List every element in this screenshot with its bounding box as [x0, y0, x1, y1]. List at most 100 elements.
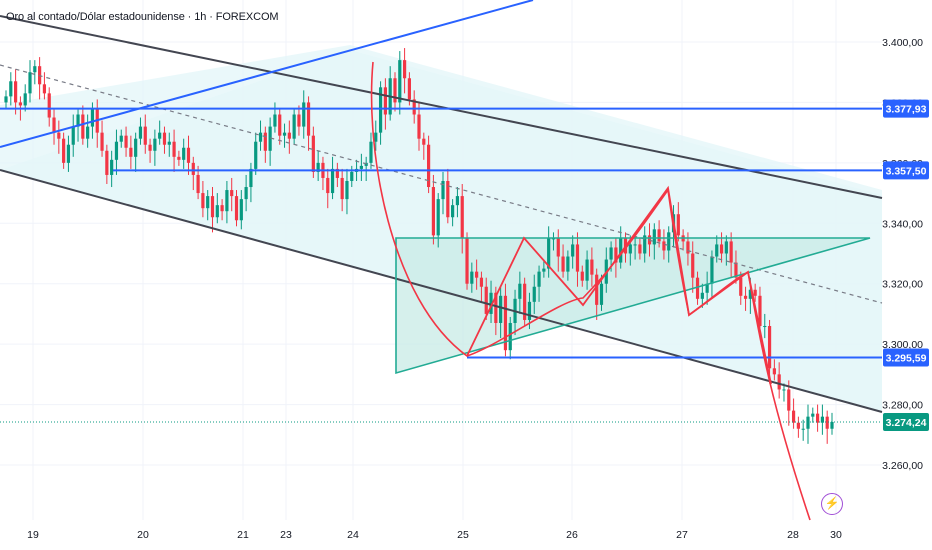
candle-body — [359, 165, 363, 169]
price-label-text: 3.274,24 — [886, 417, 927, 429]
candle-body — [551, 238, 556, 240]
candle-body — [234, 196, 239, 221]
candle-body — [18, 102, 23, 106]
candle-body — [657, 229, 661, 242]
candle-body — [772, 368, 776, 375]
price-label-text: 3.377,93 — [886, 104, 927, 116]
candle-body — [129, 147, 133, 157]
candle-body — [330, 168, 335, 194]
candle-body — [791, 410, 796, 423]
candle-body — [378, 87, 383, 133]
candle-body — [258, 132, 263, 142]
candle-body — [210, 196, 215, 218]
candle-body — [633, 244, 637, 246]
time-axis: 19 20 21 23 24 25 26 27 28 30 — [27, 529, 842, 541]
candle-body — [532, 286, 536, 302]
candle-body — [724, 241, 728, 254]
candle-body — [287, 132, 291, 139]
x-tick-label: 27 — [676, 529, 688, 541]
candle-body — [47, 93, 51, 118]
candle-body — [100, 132, 104, 151]
price-label-box — [883, 412, 929, 431]
price-label-text: 3.295,59 — [886, 352, 927, 364]
alert-bolt-icon[interactable]: ⚡ — [821, 493, 843, 515]
y-tick-label: 3.260,00 — [882, 460, 923, 472]
y-tick-label: 3.400,00 — [882, 37, 923, 49]
candle-body — [494, 292, 498, 323]
candle-body — [81, 114, 85, 139]
candle-body — [734, 262, 738, 278]
candle-body — [595, 274, 599, 305]
blue-trend-line — [0, 0, 534, 148]
candle-body — [167, 141, 171, 145]
candle-body — [71, 126, 75, 145]
candle-body — [753, 289, 757, 296]
candle-body — [527, 301, 532, 320]
candle-body — [427, 144, 431, 188]
candle-body — [417, 114, 421, 139]
candle-body — [148, 144, 152, 151]
chart-title: Oro al contado/Dólar estadounidense · 1h… — [6, 11, 279, 23]
price-label-box — [883, 348, 929, 367]
candle-body — [374, 132, 378, 142]
chart-drawings-foreground — [0, 0, 883, 521]
candle-body — [575, 244, 580, 272]
candle-body — [695, 277, 700, 299]
candle-body — [316, 162, 320, 172]
candle-body — [614, 247, 618, 263]
candle-body — [340, 177, 344, 200]
candle-body — [297, 114, 301, 127]
candle-body — [767, 326, 772, 369]
candles — [4, 48, 834, 444]
candle-body — [719, 244, 724, 254]
candle-body — [230, 190, 234, 197]
candle-body — [815, 413, 820, 423]
x-tick-label: 24 — [347, 529, 359, 541]
candle-body — [383, 87, 387, 115]
candle-body — [777, 374, 781, 390]
candle-body — [825, 416, 829, 429]
candle-body — [556, 238, 560, 257]
candle-body — [345, 180, 349, 200]
candle-body — [422, 138, 426, 145]
candle-body — [619, 238, 623, 263]
candle-body — [590, 259, 594, 275]
red-pattern-zigzag — [466, 185, 772, 385]
candle-body — [66, 144, 71, 163]
candle-body — [542, 268, 546, 272]
candle-body — [451, 205, 455, 218]
price-label-box — [883, 161, 929, 180]
candle-body — [306, 102, 311, 136]
candle-body — [402, 60, 407, 79]
candle-body — [748, 289, 752, 299]
candle-body — [763, 326, 767, 328]
x-tick-label: 30 — [830, 529, 842, 541]
candle-body — [114, 141, 119, 160]
candle-body — [446, 180, 450, 218]
y-tick-label: 3.320,00 — [882, 279, 923, 291]
candle-body — [599, 283, 604, 305]
candle-body — [143, 126, 147, 145]
candle-body — [465, 238, 469, 284]
price-label-box — [883, 99, 929, 118]
candle-body — [9, 81, 13, 97]
candle-body — [350, 171, 354, 181]
candle-body — [710, 256, 714, 284]
candle-body — [489, 292, 493, 314]
candle-body — [700, 292, 704, 299]
candle-body — [282, 132, 287, 136]
candle-body — [153, 138, 157, 151]
candle-body — [484, 286, 488, 314]
candle-body — [811, 413, 815, 417]
y-tick-label: 3.300,00 — [882, 339, 923, 351]
candle-body — [499, 295, 503, 323]
candle-body — [479, 277, 484, 287]
candle-body — [268, 126, 272, 151]
candle-body — [134, 138, 138, 157]
candle-body — [182, 147, 186, 160]
x-tick-label: 19 — [27, 529, 39, 541]
y-tick-label: 3.280,00 — [882, 400, 923, 412]
price-label-text: 3.357,50 — [886, 165, 927, 177]
x-tick-label: 26 — [566, 529, 578, 541]
